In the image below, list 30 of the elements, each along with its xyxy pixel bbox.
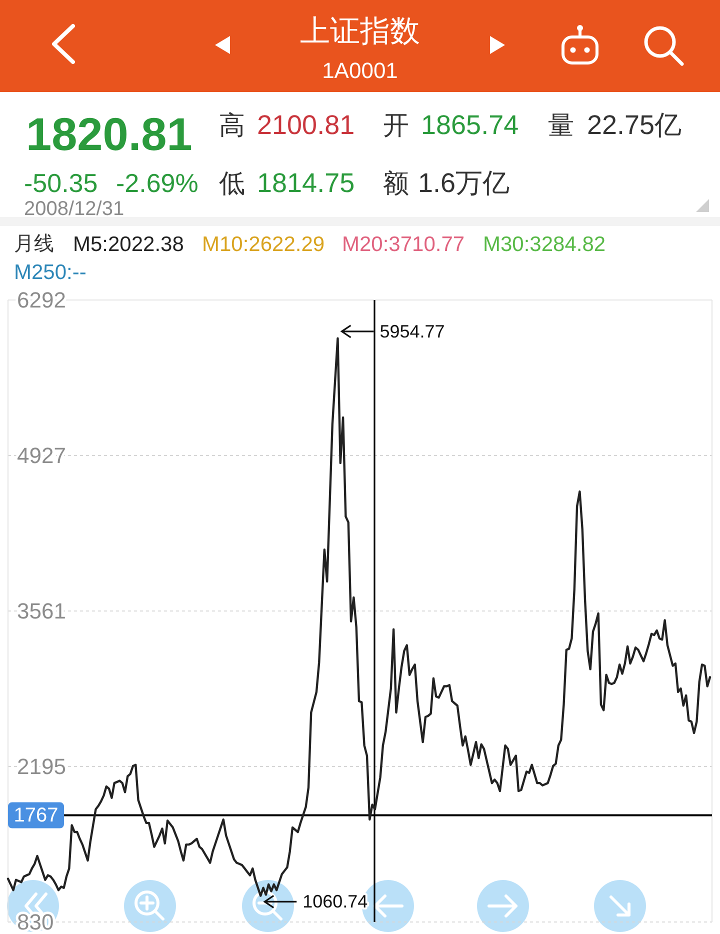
text: 1865.74 — [421, 110, 519, 140]
y-tick-label: 830 — [17, 910, 54, 934]
y-tick-label: 6292 — [17, 288, 66, 312]
chart-title: 上证指数 — [300, 14, 420, 48]
text: 1814.75 — [257, 168, 355, 198]
text: 量 — [548, 110, 574, 140]
ref-line-label: 1767 — [14, 804, 58, 826]
text: -50.35 — [24, 168, 98, 198]
text: 月线 — [14, 233, 54, 255]
y-tick-label: 2195 — [17, 754, 66, 780]
text: 高 — [219, 110, 245, 140]
data-label: 1060.74 — [302, 892, 368, 912]
text: M10:2622.29 — [202, 232, 325, 256]
chart-subtitle: 1A0001 — [322, 58, 398, 82]
text: M5:2022.38 — [73, 232, 184, 256]
text: 额 — [383, 168, 409, 198]
text: 22.75亿 — [587, 110, 682, 140]
text: M30:3284.82 — [483, 232, 606, 256]
text: 2100.81 — [257, 110, 355, 140]
text: M250:-- — [14, 260, 86, 284]
data-label: 5954.77 — [380, 321, 445, 342]
y-tick-label: 3561 — [17, 598, 66, 624]
text: 1820.81 — [26, 108, 192, 160]
text: M20:3710.77 — [342, 232, 465, 256]
text: 低 — [219, 168, 245, 198]
text: 开 — [383, 110, 409, 140]
text: -2.69% — [116, 168, 198, 198]
text: 2008/12/31 — [24, 198, 124, 220]
text: 1.6万亿 — [418, 168, 510, 198]
y-tick-label: 4927 — [17, 442, 66, 468]
